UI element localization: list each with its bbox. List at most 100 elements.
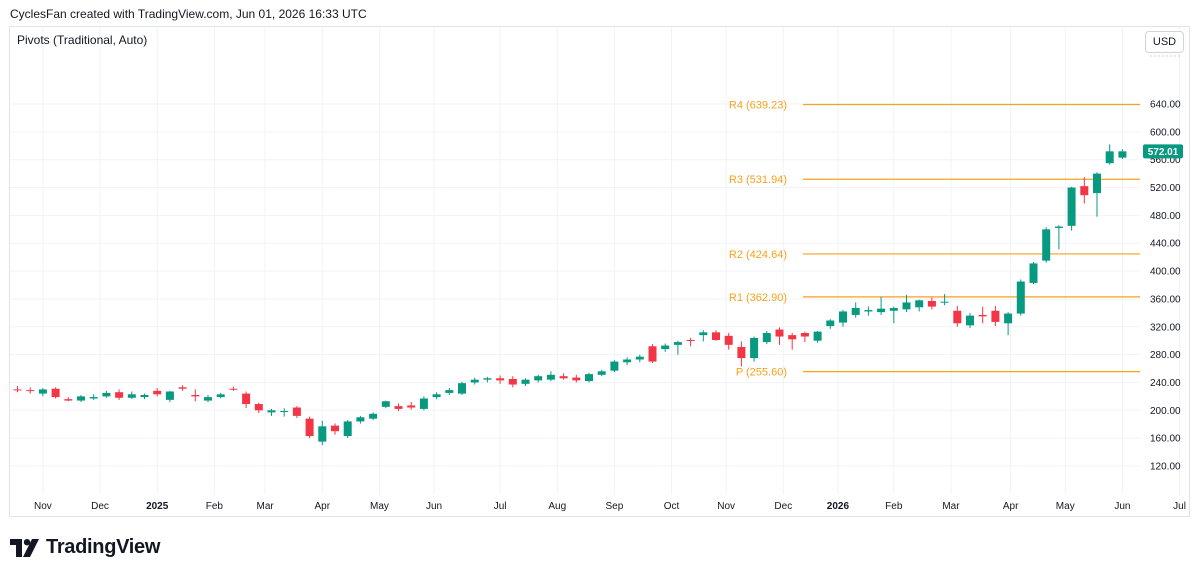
candle-up [1054,225,1063,250]
candle-up [369,412,378,421]
candle-body [242,393,251,405]
x-tick-label: Sep [606,501,624,512]
candle-body [1093,173,1101,194]
candle-body [559,376,568,379]
candle-up [877,296,886,315]
candle-body [762,333,771,343]
candle-up [902,294,911,313]
candle-down [153,388,162,397]
candle-body [826,320,835,327]
candle-down [559,373,568,380]
candle-body [115,392,124,398]
candle-body [673,342,682,345]
candle-down [1080,177,1089,204]
candle-up [762,330,771,345]
candle-up [864,306,873,316]
candle-up [432,392,441,400]
tradingview-logo-icon [10,538,40,557]
candle-up [750,336,759,362]
candle-body [432,394,441,398]
candle-up [419,396,428,411]
x-tick-label: Nov [34,501,52,512]
candle-body [572,377,581,381]
candle-body [978,314,987,317]
candle-up [623,357,632,366]
candle-down [305,416,314,439]
candle-body [889,307,898,311]
candle-up [165,390,174,402]
x-tick-label: Feb [206,501,224,512]
candle-body [902,302,911,310]
price-tag-label: 572.01 [1148,147,1179,158]
candle-up [813,330,822,343]
candle-body [445,390,454,393]
candles [13,144,1127,446]
candle-down [394,403,403,412]
x-tick-label: Oct [664,501,680,512]
pivot-label: P (255.60) [736,367,787,379]
candle-up [966,312,974,329]
candle-body [508,378,517,385]
candle-body [13,389,22,391]
y-tick-label: 640.00 [1150,100,1181,111]
candle-down [13,385,22,393]
y-tick-label: 240.00 [1150,378,1181,389]
x-tick-label: Jun [426,501,442,512]
candle-up [470,377,479,385]
candle-down [508,376,517,388]
candle-body [1029,263,1038,283]
candle-down [407,401,416,410]
candle-up [140,393,149,400]
candle-body [394,406,403,409]
candle-body [254,404,263,411]
price-axis: 120.00 160.00 200.00 240.00 280.00 320.00 360.… [1150,55,1181,473]
candle-body [89,397,98,399]
candle-body [800,333,809,337]
pivot-label: R1 (362.90) [729,292,787,304]
candle-body [953,310,962,324]
x-tick-label: Mar [942,501,960,512]
candle-down [978,306,987,324]
y-tick-label: 200.00 [1150,406,1181,417]
candle-down [991,305,1000,327]
candle-body [927,301,936,307]
candle-up [458,381,466,395]
x-tick-label: Jul [494,501,507,512]
candle-up [521,378,530,386]
candle-up [597,369,606,377]
candle-body [229,388,238,390]
x-tick-label: 2026 [827,501,850,512]
candle-body [877,308,886,313]
candle-down [331,423,339,435]
candle-up [280,408,289,417]
candle-body [813,331,822,341]
candle-body [178,387,187,389]
candle-body [1105,151,1114,164]
brand-name: TradingView [46,536,161,558]
candle-down [51,387,60,399]
pivot-levels: R4 (639.23) R3 (531.94) R2 (424.64) R1 (362… [729,100,1140,379]
x-tick-label: Aug [548,501,566,512]
current-price-tag: 572.01 [1143,144,1183,159]
candle-body [724,335,733,345]
x-tick-label: 2025 [146,501,169,512]
candle-up [127,391,136,400]
indicator-legend[interactable]: Pivots (Traditional, Auto) [17,33,148,47]
candle-body [407,405,416,408]
x-tick-label: Jul [1173,501,1186,512]
candle-down [254,402,263,414]
candle-up [216,392,225,399]
chart-credit: CyclesFan created with TradingView.com, … [10,7,367,21]
candle-up [1016,279,1025,316]
candle-body [343,421,352,437]
currency-button[interactable]: USD [1145,31,1184,53]
candle-body [864,310,873,312]
candle-up [1029,262,1038,285]
time-axis: Nov Dec 2025 Feb Mar Apr May Jun Jul Aug Sep Oct Nov… [34,501,1186,512]
candle-down [775,327,784,345]
candle-body [165,391,174,400]
candle-body [623,359,632,363]
candle-down [927,297,936,310]
x-tick-label: Dec [91,501,109,512]
